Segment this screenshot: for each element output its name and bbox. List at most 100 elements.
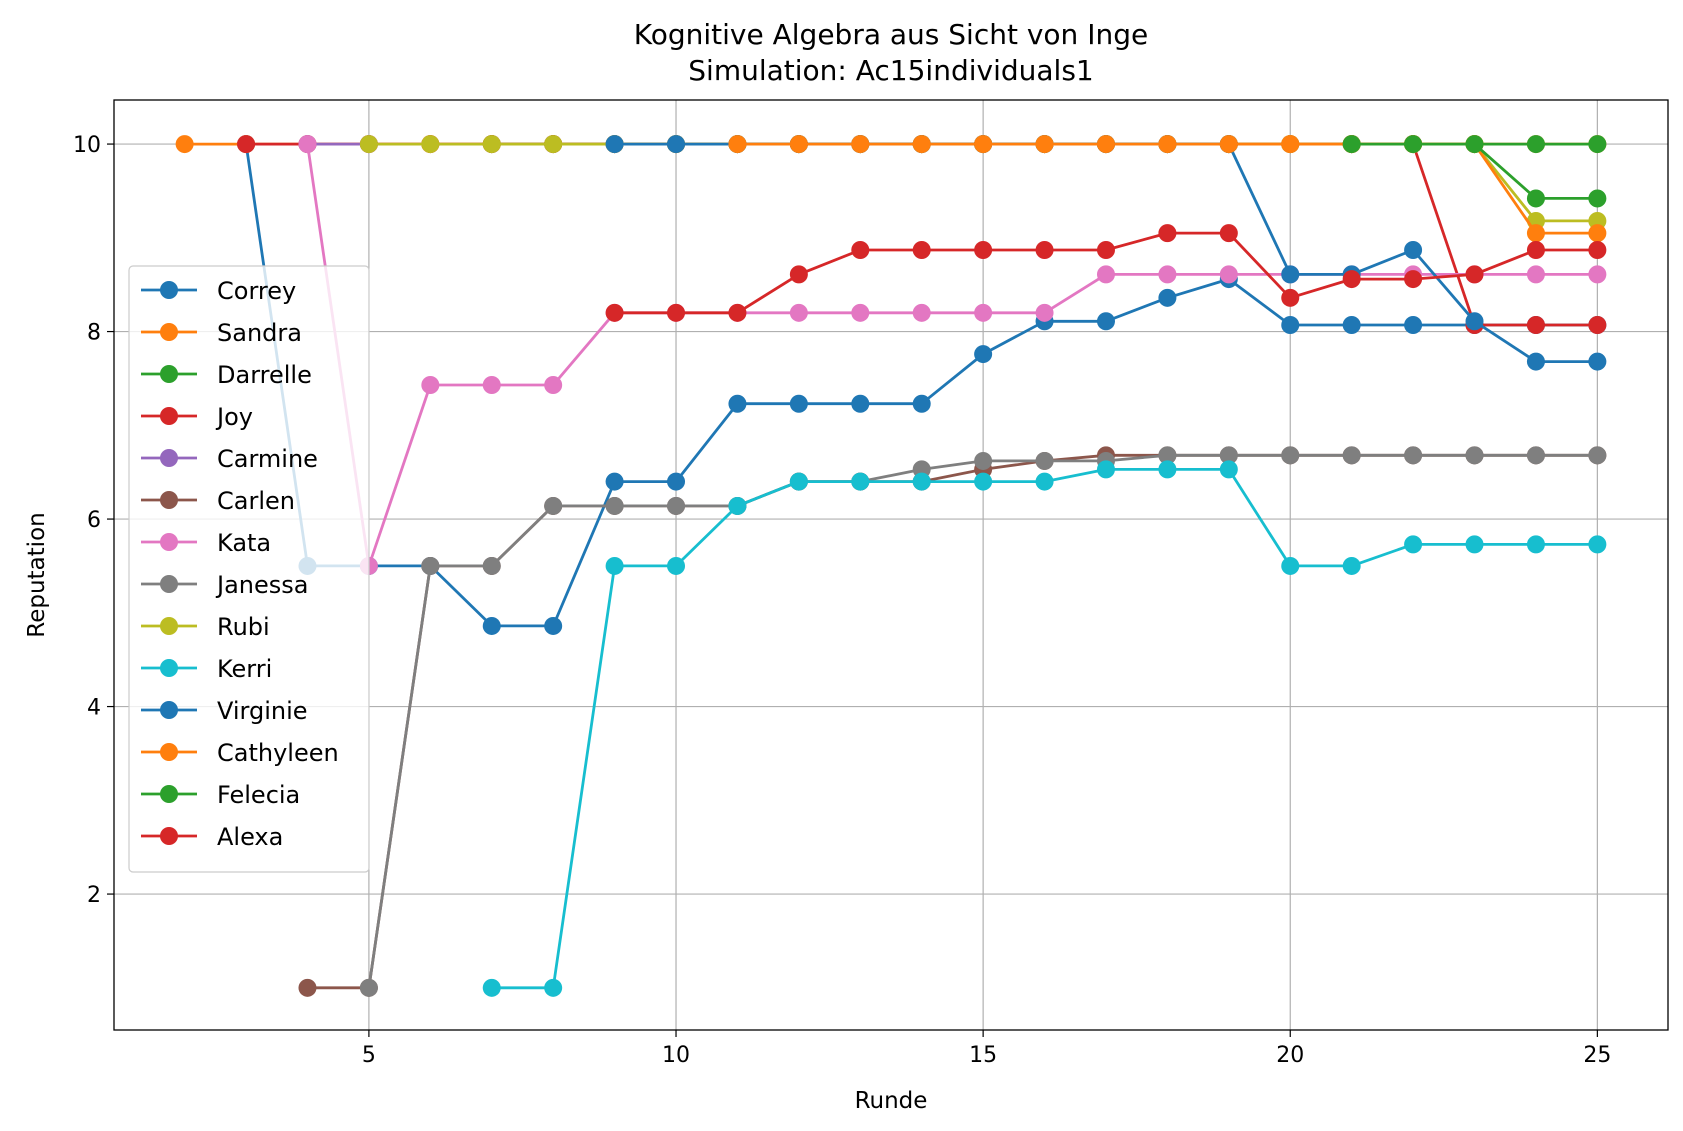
legend-swatch-marker (160, 617, 178, 635)
plot-frame (113, 99, 1669, 1031)
data-point-kerri (667, 556, 686, 575)
data-point-felecia (1465, 135, 1484, 154)
legend-swatch-marker (160, 701, 178, 719)
legend-label: Kata (217, 529, 271, 557)
x-tick-label: 10 (662, 1043, 690, 1068)
data-point-correy (667, 472, 686, 491)
data-point-rubi (359, 135, 378, 154)
legend-swatch-marker (160, 827, 178, 845)
data-point-joy (1526, 316, 1545, 334)
y-tick-label: 10 (73, 133, 101, 158)
data-point-rubi (421, 135, 440, 154)
data-point-cathyleen (912, 135, 931, 154)
y-tick-label: 8 (87, 321, 101, 346)
legend-swatch-marker (160, 575, 178, 593)
legend-label: Sandra (217, 319, 302, 347)
chart-title: Kognitive Algebra aus Sicht von Inge (634, 18, 1148, 51)
legend: Correy Sandra Darrelle Joy Carmine Carlen Kata… (128, 265, 370, 873)
data-point-janessa (1342, 446, 1361, 465)
data-point-kerri (1342, 556, 1361, 575)
data-point-kata (1158, 265, 1177, 284)
legend-swatch-marker (160, 407, 178, 425)
legend-label: Janessa (215, 571, 308, 599)
x-tick-label: 25 (1583, 1043, 1611, 1068)
data-point-alexa (1158, 224, 1177, 243)
x-tick-label: 15 (969, 1043, 997, 1068)
data-point-cathyleen (1158, 135, 1177, 154)
legend-entry-virginie: Virginie (141, 697, 308, 725)
data-point-cathyleen (1526, 224, 1545, 243)
data-point-kerri (1526, 535, 1545, 554)
series-layer (175, 135, 1607, 997)
data-point-janessa (421, 556, 440, 575)
data-point-alexa (912, 241, 931, 259)
data-point-correy (728, 394, 747, 413)
data-point-felecia (1526, 189, 1545, 208)
data-point-kerri (1281, 556, 1300, 575)
data-point-kerri (482, 978, 501, 997)
data-point-kata (298, 135, 317, 154)
data-point-sandra (175, 135, 194, 154)
data-point-alexa (1526, 241, 1545, 259)
data-point-janessa (1526, 446, 1545, 465)
legend-swatch-marker (160, 323, 178, 341)
chart-subtitle: Simulation: Ac15individuals1 (688, 54, 1093, 87)
data-point-kerri (974, 472, 993, 491)
x-tick-label: 20 (1276, 1043, 1304, 1068)
legend-entry-kata: Kata (141, 529, 271, 557)
legend-entry-kerri: Kerri (141, 655, 272, 683)
data-point-kerri (544, 978, 563, 997)
data-point-janessa (667, 496, 686, 515)
data-point-kerri (851, 472, 870, 491)
data-point-virginie (667, 135, 686, 154)
legend-label: Joy (215, 403, 253, 431)
y-tick-label: 6 (87, 508, 101, 533)
y-tick-label: 2 (87, 883, 101, 908)
legend-label: Rubi (217, 613, 270, 641)
x-tick-label: 5 (362, 1043, 376, 1068)
data-point-correy (605, 472, 624, 491)
data-point-janessa (1035, 451, 1054, 470)
data-point-janessa (974, 451, 993, 470)
legend-entry-felecia: Felecia (141, 781, 300, 809)
data-point-kerri (789, 472, 808, 491)
series-line-kata (306, 143, 1598, 568)
data-point-virginie (1281, 265, 1300, 284)
legend-box (128, 265, 370, 873)
data-point-correy (1096, 312, 1115, 331)
legend-entry-rubi: Rubi (141, 613, 270, 641)
legend-label: Virginie (217, 697, 308, 725)
data-point-janessa (1588, 446, 1607, 465)
series-felecia (1342, 135, 1607, 208)
data-point-alexa (1219, 224, 1238, 243)
data-point-kata (421, 376, 440, 394)
legend-entry-carlen: Carlen (141, 487, 295, 515)
data-point-correy (912, 394, 931, 413)
legend-swatch-marker (160, 533, 178, 551)
data-point-felecia (1404, 135, 1423, 154)
legend-entry-joy: Joy (141, 403, 253, 431)
axis-ticks: 5 10 15 20 25 2 4 6 8 10 (73, 133, 1611, 1068)
data-point-kerri (1219, 460, 1238, 479)
data-point-kerri (1096, 460, 1115, 479)
legend-label: Carmine (217, 445, 318, 473)
legend-entry-alexa: Alexa (141, 823, 283, 851)
legend-entry-janessa: Janessa (141, 571, 308, 599)
data-point-kata (1588, 265, 1607, 284)
legend-entry-correy: Correy (141, 277, 296, 305)
data-point-alexa (851, 241, 870, 259)
y-tick-label: 4 (87, 696, 101, 721)
data-point-cathyleen (1588, 224, 1607, 243)
legend-swatch-marker (160, 365, 178, 383)
data-point-kata (789, 303, 808, 322)
data-point-darrelle (1526, 135, 1545, 154)
data-point-cathyleen (1219, 135, 1238, 154)
data-point-correy (851, 394, 870, 413)
data-point-alexa (605, 303, 624, 322)
legend-swatch-marker (160, 743, 178, 761)
series-janessa (359, 446, 1607, 997)
data-point-janessa (605, 496, 624, 515)
data-point-kata (851, 303, 870, 322)
data-point-kata (544, 376, 563, 394)
